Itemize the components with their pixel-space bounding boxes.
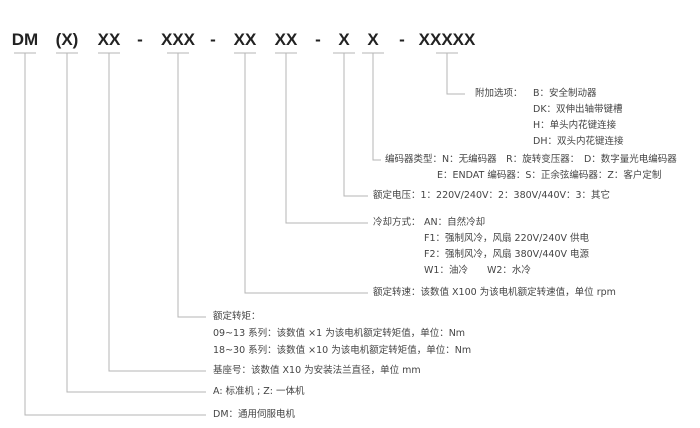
speed-text: 额定转速：该数值 X100 为该电机额定转速值，单位 rpm [373,287,616,298]
code-separator: - [399,30,405,49]
encoder-text: E：ENDAT 编码器：S：正余弦编码器：Z：客户定制 [437,170,662,181]
code-segment-frame: XX [97,30,121,49]
code-separator: - [315,30,321,49]
encoder-text: 编码器类型：N：无编码器 R：旋转变压器： D：数字量光电编码器 [385,154,677,165]
voltage-text: 额定电压：1：220V/240V：2：380V/440V：3：其它 [373,190,611,201]
torque-text: 18~30 系列：该数值 ×10 为该电机额定转矩值，单位：Nm [213,345,472,356]
code-segment-series: DM [11,30,39,49]
code-separator: - [137,30,143,49]
cooling-item: F2：强制风冷，风扇 380V/440V 电源 [424,249,590,260]
code-segment-type: (X) [55,30,79,49]
connector-encoder [372,53,381,161]
connector-options [446,53,465,95]
options-item: DK：双伸出轴带键槽 [533,104,623,115]
options-item: B：安全制动器 [533,88,597,99]
code-separator: - [210,30,216,49]
options-item: DH：双头内花键连接 [533,136,624,147]
connector-cooling [285,53,368,224]
code-segment-speed: XX [233,30,257,49]
code-segment-encoder: X [367,30,379,49]
code-segment-options: XXXXX [418,30,476,49]
torque-text: 额定转矩： [213,311,261,322]
connector-type [66,53,206,393]
cooling-label: 冷却方式： [373,217,421,228]
cooling-item: AN：自然冷却 [424,217,486,228]
series-text: DM：通用伺服电机 [213,409,296,420]
code-segment-torque: XXX [160,30,196,49]
options-item: H：单头内花键连接 [533,120,617,131]
code-segment-voltage: X [338,30,350,49]
cooling-item: W1：油冷 W2：水冷 [424,265,531,276]
torque-text: 09~13 系列：该数值 ×1 为该电机额定转矩值，单位：Nm [213,328,466,339]
connector-frame [108,53,206,372]
connector-series [24,53,206,416]
cooling-item: F1：强制风冷，风扇 220V/240V 供电 [424,233,590,244]
connector-speed [244,53,368,294]
frame-text: 基座号：该数值 X10 为安装法兰直径，单位 mm [213,365,421,376]
options-label: 附加选项： [475,88,523,99]
connector-voltage [343,53,368,197]
connector-torque [177,53,206,318]
code-segment-cooling: XX [274,30,298,49]
type-text: A: 标准机 ; Z: 一体机 [213,386,305,397]
